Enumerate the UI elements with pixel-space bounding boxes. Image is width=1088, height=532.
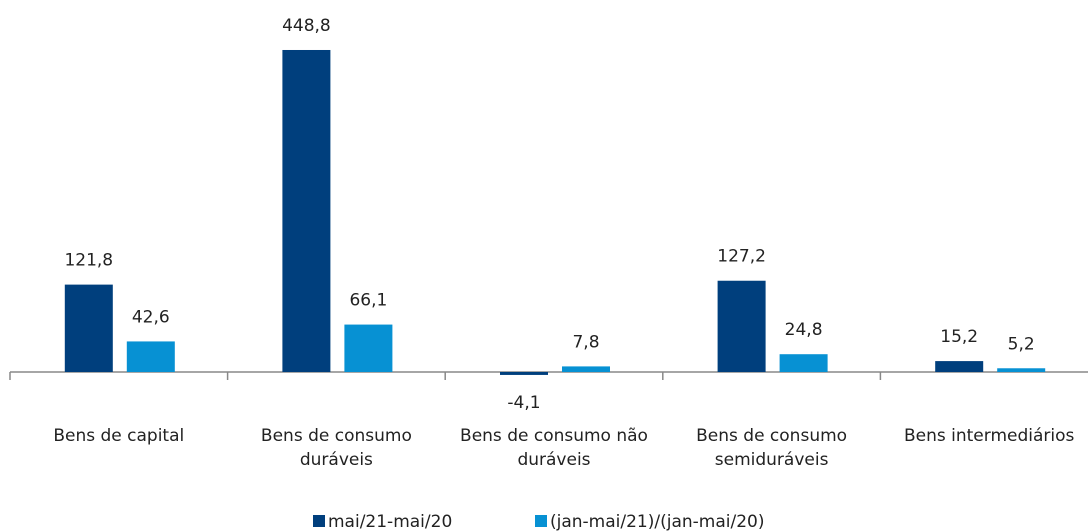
bar — [997, 368, 1046, 372]
legend-swatch — [535, 515, 547, 527]
bar — [562, 366, 610, 372]
x-tick-label: Bens de consumo duráveis — [260, 426, 412, 470]
bar — [935, 361, 984, 372]
legend-label: mai/21-mai/20 — [328, 512, 452, 532]
value-label: 7,8 — [572, 332, 599, 352]
x-tick-label: Bens intermediários — [903, 426, 1075, 446]
value-label: 448,8 — [282, 16, 331, 36]
value-label: 24,8 — [785, 320, 823, 340]
bar — [500, 372, 548, 375]
bar — [779, 354, 828, 372]
bar — [282, 49, 331, 373]
value-label: 121,8 — [64, 251, 113, 271]
x-tick-label: Bens de consumo semiduráveis — [696, 426, 848, 470]
bar — [717, 280, 766, 372]
bar — [64, 284, 113, 372]
value-label: -4,1 — [507, 393, 540, 413]
value-label: 15,2 — [940, 327, 978, 347]
bar — [344, 324, 393, 372]
value-label: 42,6 — [132, 307, 170, 327]
value-label: 66,1 — [349, 291, 387, 311]
value-label: 127,2 — [717, 247, 766, 267]
bar — [126, 341, 175, 372]
x-tick-label: Bens de capital — [53, 426, 185, 446]
legend-swatch — [313, 515, 325, 527]
legend-label: (jan-mai/21)/(jan-mai/20) — [550, 512, 764, 532]
value-label: 5,2 — [1008, 334, 1035, 354]
x-tick-label: Bens de consumo não duráveis — [460, 426, 648, 470]
